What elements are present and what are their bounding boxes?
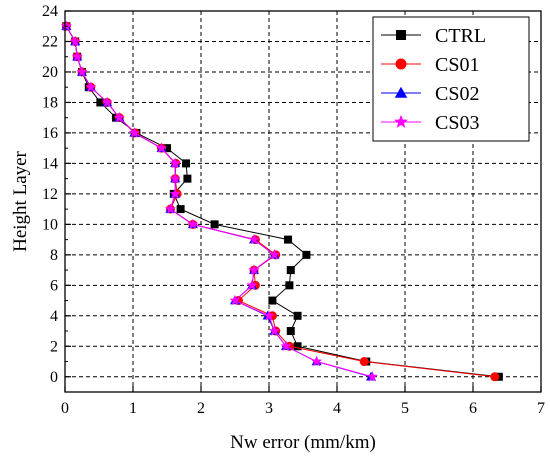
legend-item-cs01: CS01	[381, 54, 479, 76]
data-point-ctrl	[183, 174, 192, 183]
data-point-cs03	[71, 50, 83, 62]
data-point-cs03	[169, 157, 181, 169]
data-point-cs03	[164, 203, 176, 214]
x-tick-label: 1	[129, 400, 137, 417]
legend-item-cs02: CS02	[381, 83, 479, 105]
y-tick-label: 24	[42, 3, 58, 20]
data-point-ctrl	[163, 144, 171, 153]
data-point-cs03	[187, 218, 199, 230]
legend-label: CTRL	[435, 25, 486, 47]
y-tick-label: 10	[42, 216, 58, 233]
y-tick-label: 16	[42, 125, 58, 142]
legend: CTRL CS01 CS02 CS03	[372, 16, 530, 142]
legend-label: CS02	[435, 83, 479, 105]
data-point-cs03	[263, 310, 275, 321]
series-cs03	[60, 20, 378, 382]
plot-frame	[64, 10, 542, 393]
data-point-ctrl	[182, 159, 191, 168]
legend-label: CS03	[435, 112, 479, 134]
data-point-ctrl	[268, 296, 277, 305]
data-point-cs03	[311, 355, 323, 367]
data-point-ctrl	[176, 205, 185, 214]
legend-marker-ctrl	[396, 30, 406, 40]
data-point-cs03	[156, 142, 168, 153]
y-tick-label: 4	[50, 308, 58, 325]
x-tick-label: 3	[265, 400, 273, 417]
data-point-cs03	[169, 188, 181, 199]
legend-label: CS01	[435, 54, 479, 76]
data-point-cs03	[248, 264, 260, 275]
data-point-cs03	[268, 249, 280, 260]
y-tick-label: 6	[50, 277, 58, 294]
x-tick-label: 0	[61, 400, 69, 417]
x-tick-label: 5	[401, 400, 409, 417]
data-point-cs01	[359, 357, 369, 367]
data-point-cs03	[69, 35, 81, 47]
legend-marker-cs02	[394, 86, 408, 98]
y-tick-label: 8	[50, 247, 58, 264]
data-point-cs03	[169, 172, 181, 184]
data-point-cs03	[229, 294, 241, 306]
data-point-cs03	[366, 370, 378, 382]
y-tick-label: 2	[50, 338, 58, 355]
data-point-ctrl	[293, 342, 302, 351]
data-point-ctrl	[293, 311, 302, 320]
data-point-cs03	[248, 233, 260, 245]
data-point-ctrl	[284, 235, 293, 244]
y-tick-label: 18	[42, 94, 58, 111]
data-point-cs03	[268, 325, 280, 336]
data-point-cs03	[246, 279, 258, 291]
y-tick-label: 22	[42, 33, 58, 50]
data-point-cs03	[280, 340, 292, 351]
data-point-ctrl	[210, 220, 219, 229]
legend-marker-cs03	[394, 114, 408, 128]
data-point-cs03	[101, 96, 113, 108]
y-axis-title: Height Layer	[10, 150, 31, 251]
data-point-ctrl	[302, 250, 311, 259]
data-point-ctrl	[285, 281, 294, 290]
x-tick-label: 4	[333, 400, 341, 417]
data-point-cs03	[128, 127, 140, 138]
legend-item-ctrl: CTRL	[381, 25, 486, 47]
series-layer	[60, 20, 503, 382]
y-tick-label: 20	[42, 64, 58, 81]
data-point-ctrl	[286, 327, 295, 336]
x-tick-label: 2	[197, 400, 205, 417]
data-point-cs03	[60, 20, 72, 31]
data-point-cs03	[113, 111, 125, 123]
y-tick-label: 12	[42, 186, 58, 203]
data-point-ctrl	[286, 266, 295, 275]
data-point-cs01	[490, 372, 500, 382]
data-point-cs03	[76, 66, 88, 77]
x-tick-label: 6	[469, 400, 477, 417]
x-axis-title: Nw error (mm/km)	[230, 432, 376, 453]
x-tick-label: 7	[537, 400, 545, 417]
legend-marker-cs01	[395, 58, 407, 70]
legend-item-cs03: CS03	[381, 112, 479, 134]
y-tick-label: 14	[42, 155, 58, 172]
y-tick-label: 0	[50, 369, 58, 386]
data-point-cs03	[85, 81, 97, 92]
data-point-ctrl	[96, 98, 105, 107]
